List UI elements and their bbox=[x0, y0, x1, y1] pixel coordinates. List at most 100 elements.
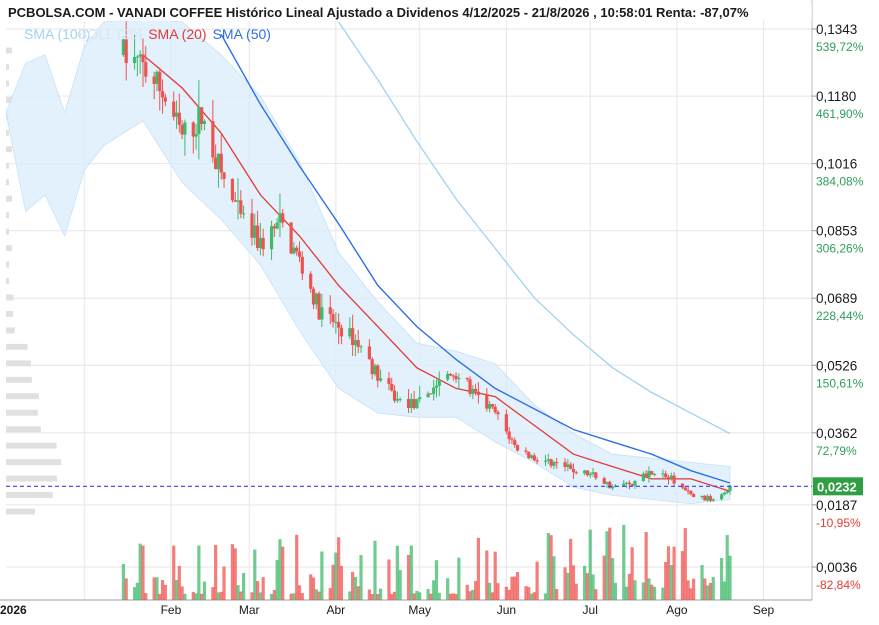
volume-bar bbox=[507, 589, 511, 600]
volume-bar bbox=[583, 565, 587, 600]
candle-body bbox=[630, 484, 634, 486]
candle-body bbox=[515, 445, 520, 451]
profile-bar bbox=[6, 294, 14, 301]
candle-body bbox=[255, 225, 260, 248]
volume-bar bbox=[706, 585, 710, 600]
profile-bar bbox=[6, 360, 31, 367]
volume-bar bbox=[722, 581, 727, 600]
month-label: Mar bbox=[239, 603, 260, 617]
candle-body bbox=[493, 406, 497, 413]
candle-body bbox=[624, 482, 629, 484]
price-tick-label: 0,1343 bbox=[816, 22, 857, 37]
volume-bar bbox=[510, 576, 514, 600]
volume-bar bbox=[378, 588, 383, 600]
percent-tick-label: 539,72% bbox=[816, 40, 864, 54]
candle-body bbox=[337, 321, 341, 328]
bollinger-band bbox=[5, 17, 731, 505]
candle-body bbox=[555, 462, 559, 464]
volume-bar bbox=[160, 580, 165, 600]
volume-bar bbox=[300, 593, 304, 600]
volume-bar bbox=[155, 577, 159, 600]
volume-bar bbox=[622, 524, 626, 600]
volume-bar bbox=[563, 567, 567, 600]
candle-body bbox=[527, 451, 531, 458]
candle-body bbox=[314, 293, 318, 305]
candle-body bbox=[194, 133, 198, 137]
candle-body bbox=[239, 200, 243, 214]
candle-body bbox=[183, 122, 187, 135]
volume-bar bbox=[236, 585, 240, 600]
profile-bar bbox=[6, 129, 9, 136]
candle-body bbox=[222, 172, 226, 179]
volume-bar bbox=[152, 577, 156, 600]
candle-body bbox=[202, 121, 207, 124]
candle-body bbox=[725, 491, 729, 493]
candle-body bbox=[594, 472, 598, 479]
candle-body bbox=[641, 473, 645, 481]
volume-bar bbox=[471, 589, 475, 600]
percent-tick-label: 72,79% bbox=[816, 444, 857, 458]
candle-body bbox=[406, 398, 411, 409]
volume-bar bbox=[230, 544, 235, 600]
candle-body bbox=[708, 496, 713, 501]
profile-bar bbox=[6, 459, 62, 466]
price-tick-label: 0,0853 bbox=[816, 224, 857, 239]
candle-body bbox=[158, 71, 162, 92]
volume-bar bbox=[504, 586, 508, 600]
volume-bar bbox=[177, 565, 181, 600]
volume-bar bbox=[588, 529, 592, 600]
candle-body bbox=[311, 288, 316, 305]
volume-bar bbox=[334, 552, 338, 600]
candle-body bbox=[160, 91, 165, 98]
volume-bar bbox=[395, 545, 399, 600]
volume-bar bbox=[124, 578, 128, 600]
candle-body bbox=[258, 237, 262, 248]
profile-bar bbox=[6, 376, 32, 383]
profile-bar bbox=[6, 426, 41, 433]
bollinger-area bbox=[5, 17, 731, 505]
volume-bar bbox=[376, 593, 380, 600]
volume-bar bbox=[549, 535, 553, 600]
volume-bar bbox=[211, 587, 215, 600]
profile-bar bbox=[6, 47, 12, 54]
volume-bar bbox=[289, 593, 293, 600]
volume-bar bbox=[219, 591, 223, 600]
volume-bar bbox=[275, 559, 279, 600]
volume-bar bbox=[135, 582, 139, 600]
candle-body bbox=[652, 473, 657, 475]
candle-body bbox=[219, 153, 223, 173]
profile-bar bbox=[6, 212, 10, 219]
volume-bar bbox=[451, 593, 455, 600]
candle-body bbox=[124, 39, 128, 63]
candle-body bbox=[236, 200, 240, 202]
volume-bar bbox=[392, 591, 397, 600]
candle-body bbox=[454, 375, 458, 380]
candle-body bbox=[543, 460, 548, 462]
volume-bar bbox=[320, 551, 324, 600]
candle-body bbox=[297, 251, 302, 257]
volume-bar bbox=[292, 593, 296, 600]
legend-item: BOLL (20) bbox=[78, 26, 142, 42]
percent-tick-label: -82,84% bbox=[816, 578, 861, 592]
candle-body bbox=[487, 404, 492, 409]
candle-body bbox=[485, 394, 489, 409]
volume-bar bbox=[121, 564, 126, 600]
current-price-badge bbox=[813, 477, 863, 496]
volume-bar bbox=[370, 593, 374, 600]
volume-bar bbox=[711, 577, 715, 600]
volume-bars bbox=[121, 524, 732, 600]
volume-bar bbox=[337, 537, 341, 600]
volume-bar bbox=[633, 580, 637, 600]
candle-body bbox=[155, 71, 159, 84]
volume-bar bbox=[309, 574, 313, 600]
volume-bar bbox=[328, 588, 332, 600]
candle-body bbox=[633, 480, 637, 486]
legend-item: SMA (50) bbox=[213, 26, 271, 42]
volume-bar bbox=[493, 551, 497, 600]
percent-tick-label: -10,95% bbox=[816, 516, 861, 530]
candle-body bbox=[121, 39, 126, 55]
month-label: 2026 bbox=[0, 603, 27, 617]
candle-body bbox=[348, 328, 352, 337]
candle-body bbox=[529, 455, 534, 458]
